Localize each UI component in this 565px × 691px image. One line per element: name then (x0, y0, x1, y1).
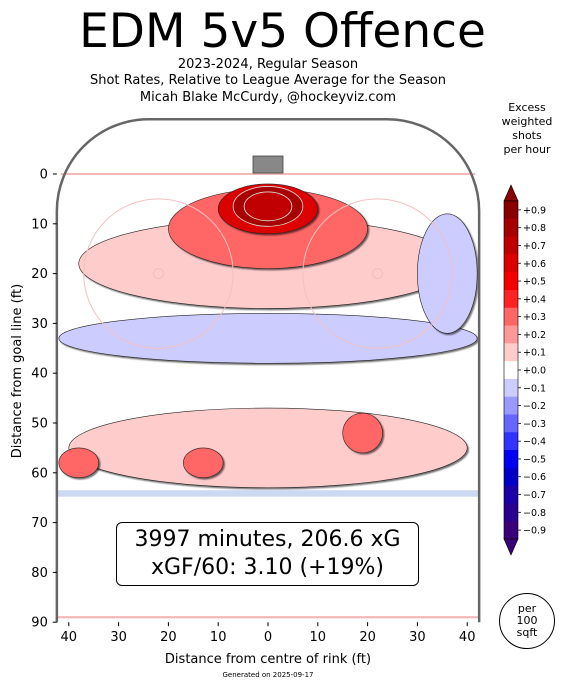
y-tick-label: 80 (31, 566, 48, 581)
colorbar-title-line: shots (512, 129, 542, 142)
colorbar-title: Excess weighted shots per hour (488, 101, 565, 157)
x-tick-label: 10 (210, 630, 227, 645)
faceoff-circle (83, 198, 234, 349)
colorbar-label: +0.1 (523, 348, 546, 359)
x-tick-label: 0 (264, 630, 272, 645)
x-tick-label: 20 (160, 630, 177, 645)
colorbar-swatch (504, 201, 518, 220)
colorbar-swatch (504, 289, 518, 309)
y-tick-label: 30 (31, 317, 48, 332)
heat-region-centre-point (183, 447, 224, 479)
generated-date: Generated on 2025-09-17 (222, 671, 314, 679)
colorbar-label: +0.9 (523, 205, 546, 216)
y-tick-label: 70 (31, 516, 48, 531)
colorbar-label: +0.4 (523, 294, 546, 305)
colorbar-label: −0.6 (523, 472, 546, 483)
colorbar-swatch (504, 343, 518, 362)
x-tick-label: 20 (359, 630, 376, 645)
heat-region-right-point (342, 412, 383, 454)
colorbar-label: +0.7 (523, 241, 546, 252)
colorbar-title-line: weighted (501, 115, 553, 128)
y-tick-label: 50 (31, 417, 48, 432)
colorbar-label: −0.1 (523, 383, 546, 394)
colorbar-swatch (504, 254, 518, 273)
colorbar-title-line: per hour (503, 143, 551, 156)
blue-line (57, 490, 479, 497)
x-tick-label: 30 (110, 630, 127, 645)
per-area-badge: per 100 sqft (499, 593, 555, 649)
subtitle-description: Shot Rates, Relative to League Average f… (89, 73, 447, 88)
faceoff-dot (152, 268, 165, 280)
per-area-line: 100 (516, 614, 538, 627)
colorbar-swatch (504, 218, 518, 237)
y-axis-label: Distance from goal line (ft) (10, 284, 25, 458)
colorbar-swatch (504, 485, 518, 504)
heat-region-left-point (58, 447, 99, 479)
colorbar-label: −0.2 (523, 401, 546, 412)
colorbar-label: +0.6 (523, 259, 546, 270)
x-tick-label: 40 (459, 630, 476, 645)
y-tick-label: 10 (31, 217, 48, 232)
colorbar: +0.9 +0.8 +0.7 +0.6 +0.5 +0.4 +0.3 +0.2 +0.1 +0.0… (503, 184, 546, 556)
x-axis: 40 30 20 10 0 10 20 30 40 (61, 622, 476, 645)
colorbar-swatch (504, 325, 518, 344)
chart-title: EDM 5v5 Offence (79, 4, 486, 59)
y-tick-label: 40 (31, 367, 48, 382)
y-tick-label: 60 (31, 466, 48, 481)
y-tick-label: 90 (31, 616, 48, 631)
faceoff-circle (302, 198, 453, 349)
colorbar-label: +0.3 (523, 312, 546, 323)
colorbar-label: −0.8 (523, 508, 546, 519)
heatmap-regions (58, 183, 478, 489)
colorbar-extend-min (503, 538, 519, 556)
colorbar-swatch (504, 414, 518, 433)
colorbar-swatch (504, 450, 518, 469)
per-area-line: sqft (516, 626, 538, 639)
heat-region-right-faceoff (417, 213, 478, 334)
colorbar-swatch (504, 378, 518, 398)
rink-markings (57, 155, 479, 619)
subtitle-author: Micah Blake McCurdy, @hockeyviz.com (139, 90, 397, 105)
per-area-line: per (517, 602, 537, 615)
colorbar-label: −0.5 (523, 454, 546, 465)
colorbar-label: −0.4 (523, 437, 546, 448)
colorbar-swatch (504, 432, 518, 451)
colorbar-extend-max (503, 184, 519, 202)
heat-region-mid-band (58, 313, 478, 364)
y-tick-label: 0 (40, 168, 48, 183)
colorbar-swatch (504, 272, 518, 291)
colorbar-swatch (504, 467, 518, 487)
summary-minutes-xg: 3997 minutes, 206.6 xG (134, 527, 401, 552)
summary-xgf-rate: xGF/60: 3.10 (+19%) (150, 555, 384, 580)
colorbar-label: −0.9 (523, 526, 546, 537)
colorbar-swatch (504, 236, 518, 255)
heat-region-point-band (68, 407, 468, 489)
heat-contour-ring (243, 191, 293, 222)
subtitle-season: 2023-2024, Regular Season (177, 57, 359, 72)
x-tick-label: 30 (409, 630, 426, 645)
colorbar-label: −0.3 (523, 419, 546, 430)
x-tick-label: 40 (61, 630, 78, 645)
colorbar-swatch (504, 521, 518, 540)
colorbar-swatch (504, 361, 518, 380)
colorbar-label: +0.5 (523, 277, 546, 288)
y-axis: 0 10 20 30 40 50 60 70 80 90 (31, 168, 57, 631)
colorbar-label: +0.8 (523, 223, 546, 234)
colorbar-swatch (504, 396, 518, 415)
colorbar-swatch (504, 503, 518, 522)
goal-net (252, 155, 284, 174)
x-tick-label: 10 (310, 630, 327, 645)
x-axis-label: Distance from centre of rink (ft) (165, 652, 371, 667)
colorbar-label: +0.0 (523, 366, 546, 377)
colorbar-title-line: Excess (508, 101, 546, 114)
rink-boards (55, 117, 481, 623)
summary-box: 3997 minutes, 206.6 xG xGF/60: 3.10 (+19… (116, 522, 419, 586)
colorbar-label: +0.2 (523, 330, 546, 341)
faceoff-dot (371, 268, 384, 280)
colorbar-frame (503, 200, 519, 540)
colorbar-label: −0.7 (523, 490, 546, 501)
y-tick-label: 20 (31, 267, 48, 282)
colorbar-swatch (504, 307, 518, 326)
